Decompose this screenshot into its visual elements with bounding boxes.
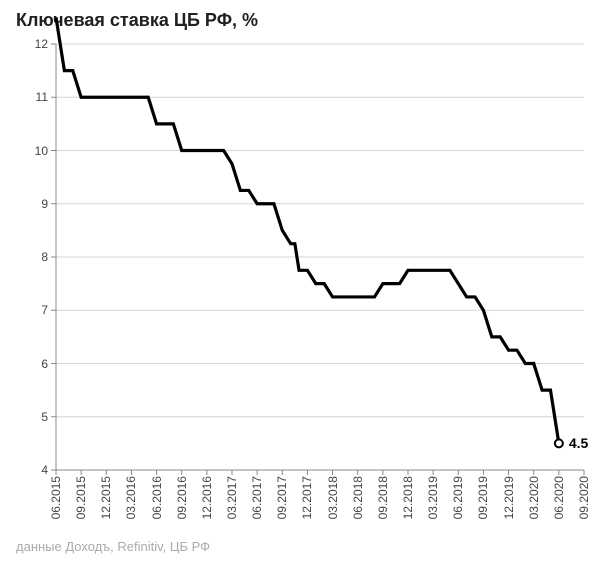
x-tick-label: 03.2016 [124,476,138,519]
y-tick-label: 5 [41,410,48,424]
x-tick-label: 12.2015 [99,476,113,519]
y-tick-label: 6 [41,357,48,371]
x-tick-label: 06.2016 [150,476,164,519]
x-tick-label: 03.2017 [225,476,239,519]
x-tick-label: 03.2018 [326,476,340,519]
chart-credits: данные Доходъ, Refinitiv, ЦБ РФ [16,539,210,554]
x-tick-label: 09.2019 [476,476,490,519]
x-tick-label: 12.2016 [200,476,214,519]
chart-container: Ключевая ставка ЦБ РФ, % данные Доходъ, … [0,0,604,564]
chart-svg [56,44,584,470]
y-tick-label: 11 [36,90,48,104]
y-tick-label: 4 [41,463,48,477]
x-tick-label: 03.2020 [527,476,541,519]
x-tick-label: 09.2017 [275,476,289,519]
y-tick-label: 7 [41,303,48,317]
x-tick-label: 09.2020 [577,476,591,519]
y-tick-label: 12 [35,37,48,51]
x-tick-label: 06.2020 [552,476,566,519]
x-tick-label: 06.2017 [250,476,264,519]
final-value-label: 4.5 [569,435,588,451]
x-tick-label: 03.2019 [426,476,440,519]
x-tick-label: 09.2016 [175,476,189,519]
y-tick-label: 8 [41,250,48,264]
x-tick-label: 06.2019 [451,476,465,519]
y-tick-label: 10 [35,144,48,158]
x-tick-label: 06.2018 [351,476,365,519]
plot-area: 45678910111206.201509.201512.201503.2016… [56,44,584,470]
y-tick-label: 9 [41,197,48,211]
x-tick-label: 12.2017 [300,476,314,519]
x-tick-label: 06.2015 [49,476,63,519]
x-tick-label: 12.2019 [502,476,516,519]
x-tick-label: 09.2015 [74,476,88,519]
x-tick-label: 12.2018 [401,476,415,519]
x-tick-label: 09.2018 [376,476,390,519]
chart-title: Ключевая ставка ЦБ РФ, % [16,10,258,31]
